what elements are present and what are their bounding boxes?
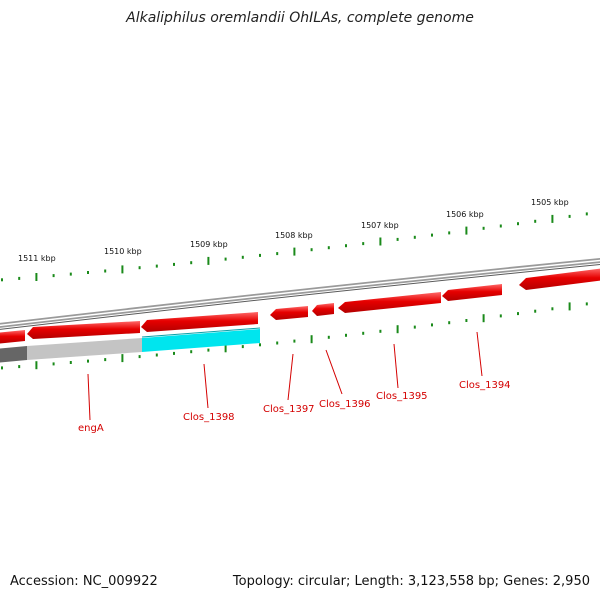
gene-label-engA: engA [78,423,104,434]
kbp-label-1506: 1506 kbp [446,210,484,219]
outer-scale-ticks [1,212,588,282]
gene-label-clos-1398: Clos_1398 [183,412,235,423]
gene-arrow-clos-1394[interactable] [442,284,502,301]
gene-arrow-clos-1396[interactable] [312,303,334,316]
gene-label-clos-1396: Clos_1396 [319,399,371,410]
kbp-label-1509: 1509 kbp [190,240,228,249]
gene-arrows [0,268,600,344]
track-light-grey [27,338,142,360]
kbp-label-1507: 1507 kbp [361,221,399,230]
feature-track [0,327,261,363]
label-leaders [87,331,483,421]
gene-arrow-right[interactable] [519,268,600,290]
gene-arrow-engA[interactable] [0,330,25,344]
kbp-label-1505: 1505 kbp [531,198,569,207]
kbp-label-1511: 1511 kbp [18,254,56,263]
map-title: Alkaliphilus oremlandii OhILAs, complete… [126,10,474,26]
gene-arrow-left-2[interactable] [27,321,140,339]
gene-label-clos-1394: Clos_1394 [459,380,511,391]
kbp-label-1510: 1510 kbp [104,247,142,256]
accession-text: Accession: NC_009922 [10,574,158,589]
track-highlight-cyan[interactable] [142,329,260,352]
kbp-label-1508: 1508 kbp [275,231,313,240]
gene-label-clos-1395: Clos_1395 [376,391,428,402]
inner-scale-ticks [1,302,588,370]
gene-label-clos-1397: Clos_1397 [263,404,315,415]
track-dark-grey [0,346,27,363]
gene-arrow-clos-1397[interactable] [270,306,308,320]
genome-summary: Topology: circular; Length: 3,123,558 bp… [232,574,590,589]
gene-arrow-clos-1395[interactable] [338,292,441,313]
genome-backbone [0,257,600,330]
gene-arrow-clos-1398[interactable] [141,312,258,332]
